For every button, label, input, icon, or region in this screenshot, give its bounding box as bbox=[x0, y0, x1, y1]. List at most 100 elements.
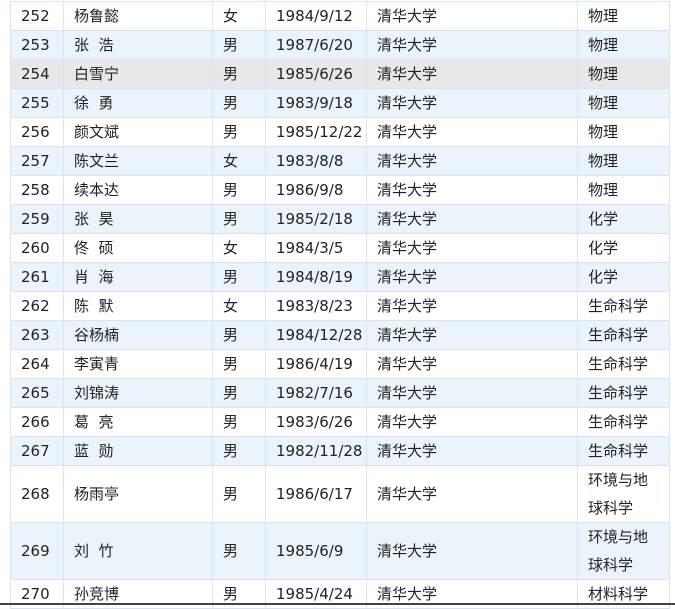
cell-name: 肖 海 bbox=[63, 262, 213, 292]
cell-school: 清华大学 bbox=[366, 407, 578, 437]
cell-major: 化学 bbox=[577, 262, 670, 292]
cell-birth: 1986/4/19 bbox=[265, 349, 367, 379]
cell-id: 257 bbox=[10, 146, 64, 176]
cell-name: 续本达 bbox=[63, 175, 213, 205]
cell-id: 253 bbox=[10, 30, 64, 60]
cell-id: 262 bbox=[10, 291, 64, 321]
cell-major: 物理 bbox=[577, 146, 670, 176]
table-row[interactable]: 257 陈文兰女 1983/8/8 清华大学 物理 bbox=[10, 146, 670, 176]
table-row[interactable]: 258 续本达男 1986/9/8 清华大学 物理 bbox=[10, 175, 670, 205]
cell-school: 清华大学 bbox=[366, 465, 578, 523]
cell-gender: 男 bbox=[212, 522, 266, 580]
cell-id: 269 bbox=[10, 522, 64, 580]
cell-id: 268 bbox=[10, 465, 64, 523]
cell-id: 265 bbox=[10, 378, 64, 408]
cell-birth: 1984/9/12 bbox=[265, 1, 367, 31]
cell-major: 生命科学 bbox=[577, 349, 670, 379]
cell-gender: 男 bbox=[212, 378, 266, 408]
cell-school: 清华大学 bbox=[366, 378, 578, 408]
cell-birth: 1982/7/16 bbox=[265, 378, 367, 408]
cell-birth: 1985/6/9 bbox=[265, 522, 367, 580]
table-row[interactable]: 262 陈 默女 1983/8/23 清华大学 生命科学 bbox=[10, 291, 670, 321]
table-row[interactable]: 266 葛 亮男 1983/6/26 清华大学 生命科学 bbox=[10, 407, 670, 437]
cell-gender: 男 bbox=[212, 30, 266, 60]
cell-birth: 1985/12/22 bbox=[265, 117, 367, 147]
cell-gender: 女 bbox=[212, 291, 266, 321]
cell-birth: 1986/9/8 bbox=[265, 175, 367, 205]
table-row[interactable]: 265 刘锦涛男 1982/7/16 清华大学 生命科学 bbox=[10, 378, 670, 408]
cell-name: 陈 默 bbox=[63, 291, 213, 321]
table-row[interactable]: 263 谷杨楠男 1984/12/28 清华大学 生命科学 bbox=[10, 320, 670, 350]
cell-gender: 男 bbox=[212, 436, 266, 466]
cell-name: 刘锦涛 bbox=[63, 378, 213, 408]
cell-gender: 男 bbox=[212, 349, 266, 379]
cell-id: 267 bbox=[10, 436, 64, 466]
cell-gender: 男 bbox=[212, 465, 266, 523]
cell-name: 张 昊 bbox=[63, 204, 213, 234]
cell-gender: 女 bbox=[212, 1, 266, 31]
cell-name: 李寅青 bbox=[63, 349, 213, 379]
cell-gender: 男 bbox=[212, 320, 266, 350]
cell-name: 徐 勇 bbox=[63, 88, 213, 118]
table-row[interactable]: 254 白雪宁男 1985/6/26 清华大学 物理 bbox=[10, 59, 670, 89]
cell-birth: 1987/6/20 bbox=[265, 30, 367, 60]
cell-id: 261 bbox=[10, 262, 64, 292]
cell-major: 物理 bbox=[577, 175, 670, 205]
table-row[interactable]: 269 刘 竹男 1985/6/9 清华大学 环境与地球科学 bbox=[10, 522, 670, 580]
table-row[interactable]: 260 佟 硕女 1984/3/5 清华大学 化学 bbox=[10, 233, 670, 263]
cell-gender: 女 bbox=[212, 233, 266, 263]
cell-name: 颜文斌 bbox=[63, 117, 213, 147]
cell-birth: 1984/8/19 bbox=[265, 262, 367, 292]
cell-school: 清华大学 bbox=[366, 175, 578, 205]
cell-major: 物理 bbox=[577, 117, 670, 147]
cell-id: 254 bbox=[10, 59, 64, 89]
cell-id: 260 bbox=[10, 233, 64, 263]
cell-school: 清华大学 bbox=[366, 117, 578, 147]
table-row[interactable]: 267 蓝 勋男 1982/11/28 清华大学 生命科学 bbox=[10, 436, 670, 466]
table-row[interactable]: 255 徐 勇男 1983/9/18 清华大学 物理 bbox=[10, 88, 670, 118]
cell-birth: 1984/3/5 bbox=[265, 233, 367, 263]
cell-name: 葛 亮 bbox=[63, 407, 213, 437]
table-row[interactable]: 259 张 昊男 1985/2/18 清华大学 化学 bbox=[10, 204, 670, 234]
table-row[interactable]: 253 张 浩男 1987/6/20 清华大学 物理 bbox=[10, 30, 670, 60]
cell-birth: 1982/11/28 bbox=[265, 436, 367, 466]
cell-id: 264 bbox=[10, 349, 64, 379]
cell-birth: 1983/8/8 bbox=[265, 146, 367, 176]
student-table: 252 杨鲁懿女 1984/9/12 清华大学 物理 253 张 浩男 1987/6/20 清华… bbox=[10, 1, 670, 609]
cell-name: 杨鲁懿 bbox=[63, 1, 213, 31]
cell-birth: 1983/9/18 bbox=[265, 88, 367, 118]
cell-birth: 1985/6/26 bbox=[265, 59, 367, 89]
table-row[interactable]: 256 颜文斌男 1985/12/22 清华大学 物理 bbox=[10, 117, 670, 147]
cell-gender: 男 bbox=[212, 204, 266, 234]
table-row[interactable]: 268 杨雨亭男 1986/6/17 清华大学 环境与地球科学 bbox=[10, 465, 670, 523]
cell-major: 环境与地球科学 bbox=[577, 522, 670, 580]
window-bottom-edge bbox=[0, 603, 675, 605]
cell-major: 生命科学 bbox=[577, 378, 670, 408]
cell-school: 清华大学 bbox=[366, 436, 578, 466]
cell-id: 256 bbox=[10, 117, 64, 147]
cell-school: 清华大学 bbox=[366, 522, 578, 580]
cell-gender: 男 bbox=[212, 262, 266, 292]
cell-id: 255 bbox=[10, 88, 64, 118]
cell-id: 252 bbox=[10, 1, 64, 31]
cell-name: 谷杨楠 bbox=[63, 320, 213, 350]
cell-major: 生命科学 bbox=[577, 291, 670, 321]
cell-name: 佟 硕 bbox=[63, 233, 213, 263]
cell-id: 258 bbox=[10, 175, 64, 205]
cell-birth: 1986/6/17 bbox=[265, 465, 367, 523]
table-row[interactable]: 261 肖 海男 1984/8/19 清华大学 化学 bbox=[10, 262, 670, 292]
cell-major: 化学 bbox=[577, 204, 670, 234]
cell-id: 259 bbox=[10, 204, 64, 234]
cell-school: 清华大学 bbox=[366, 320, 578, 350]
cell-gender: 男 bbox=[212, 117, 266, 147]
cell-birth: 1983/8/23 bbox=[265, 291, 367, 321]
table-row[interactable]: 252 杨鲁懿女 1984/9/12 清华大学 物理 bbox=[10, 1, 670, 31]
cell-school: 清华大学 bbox=[366, 88, 578, 118]
table-row[interactable]: 264 李寅青男 1986/4/19 清华大学 生命科学 bbox=[10, 349, 670, 379]
cell-major: 生命科学 bbox=[577, 320, 670, 350]
cell-major: 化学 bbox=[577, 233, 670, 263]
cell-major: 物理 bbox=[577, 88, 670, 118]
cell-school: 清华大学 bbox=[366, 291, 578, 321]
cell-school: 清华大学 bbox=[366, 146, 578, 176]
cell-name: 杨雨亭 bbox=[63, 465, 213, 523]
